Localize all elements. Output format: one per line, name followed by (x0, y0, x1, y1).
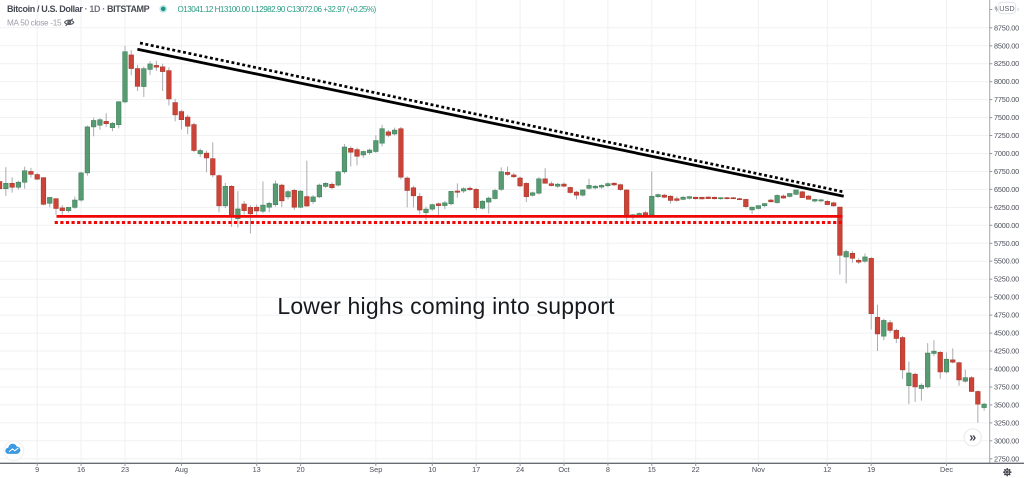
svg-text:Bitcoin / U.S. Dollar · 1D · B: Bitcoin / U.S. Dollar · 1D · BITSTAMP (7, 4, 150, 14)
svg-text:8750.00: 8750.00 (994, 23, 1019, 32)
svg-text:19: 19 (867, 465, 875, 474)
svg-text:5250.00: 5250.00 (994, 275, 1019, 284)
svg-text:4250.00: 4250.00 (994, 347, 1019, 356)
svg-text:23: 23 (121, 465, 129, 474)
svg-text:5000.00: 5000.00 (994, 293, 1019, 302)
svg-text:22: 22 (692, 465, 700, 474)
svg-text:MA 50 close -15: MA 50 close -15 (7, 19, 62, 28)
svg-text:15: 15 (648, 465, 656, 474)
svg-text:7000.00: 7000.00 (994, 149, 1019, 158)
svg-text:Lower highs coming into suppor: Lower highs coming into support (277, 293, 615, 319)
svg-text:3500.00: 3500.00 (994, 400, 1019, 409)
svg-text:17: 17 (472, 465, 480, 474)
svg-text:6000.00: 6000.00 (994, 221, 1019, 230)
svg-text:›: › (1017, 7, 1020, 14)
svg-text:24: 24 (516, 465, 524, 474)
svg-text:5750.00: 5750.00 (994, 239, 1019, 248)
svg-text:7750.00: 7750.00 (994, 95, 1019, 104)
svg-text:6500.00: 6500.00 (994, 185, 1019, 194)
svg-text:8250.00: 8250.00 (994, 59, 1019, 68)
svg-text:Nov: Nov (752, 465, 765, 474)
svg-text:12: 12 (823, 465, 831, 474)
svg-text:20: 20 (297, 465, 305, 474)
svg-text:9: 9 (35, 465, 39, 474)
svg-text:4750.00: 4750.00 (994, 311, 1019, 320)
svg-text:6750.00: 6750.00 (994, 167, 1019, 176)
svg-text:16: 16 (77, 465, 85, 474)
svg-text:5500.00: 5500.00 (994, 257, 1019, 266)
svg-text:O13041.12 H13100.00 L12982.90: O13041.12 H13100.00 L12982.90 C13072.06 … (178, 5, 377, 14)
svg-text:6250.00: 6250.00 (994, 203, 1019, 212)
svg-text:Dec: Dec (940, 465, 953, 474)
svg-text:2750.00: 2750.00 (994, 454, 1019, 463)
svg-text:8: 8 (606, 465, 610, 474)
svg-text:3250.00: 3250.00 (994, 418, 1019, 427)
svg-text:8500.00: 8500.00 (994, 41, 1019, 50)
svg-text:Aug: Aug (175, 465, 188, 474)
svg-text:13: 13 (253, 465, 261, 474)
svg-text:7500.00: 7500.00 (994, 113, 1019, 122)
svg-text:10: 10 (428, 465, 436, 474)
svg-text:Sep: Sep (369, 465, 382, 474)
svg-text:7250.00: 7250.00 (994, 131, 1019, 140)
svg-text:»: » (969, 431, 976, 445)
svg-text:8000.00: 8000.00 (994, 77, 1019, 86)
svg-text:3000.00: 3000.00 (994, 436, 1019, 445)
svg-text:USD: USD (999, 4, 1014, 13)
svg-text:Oct: Oct (558, 465, 569, 474)
svg-text:4000.00: 4000.00 (994, 365, 1019, 374)
svg-text:4500.00: 4500.00 (994, 329, 1019, 338)
svg-text:3750.00: 3750.00 (994, 383, 1019, 392)
